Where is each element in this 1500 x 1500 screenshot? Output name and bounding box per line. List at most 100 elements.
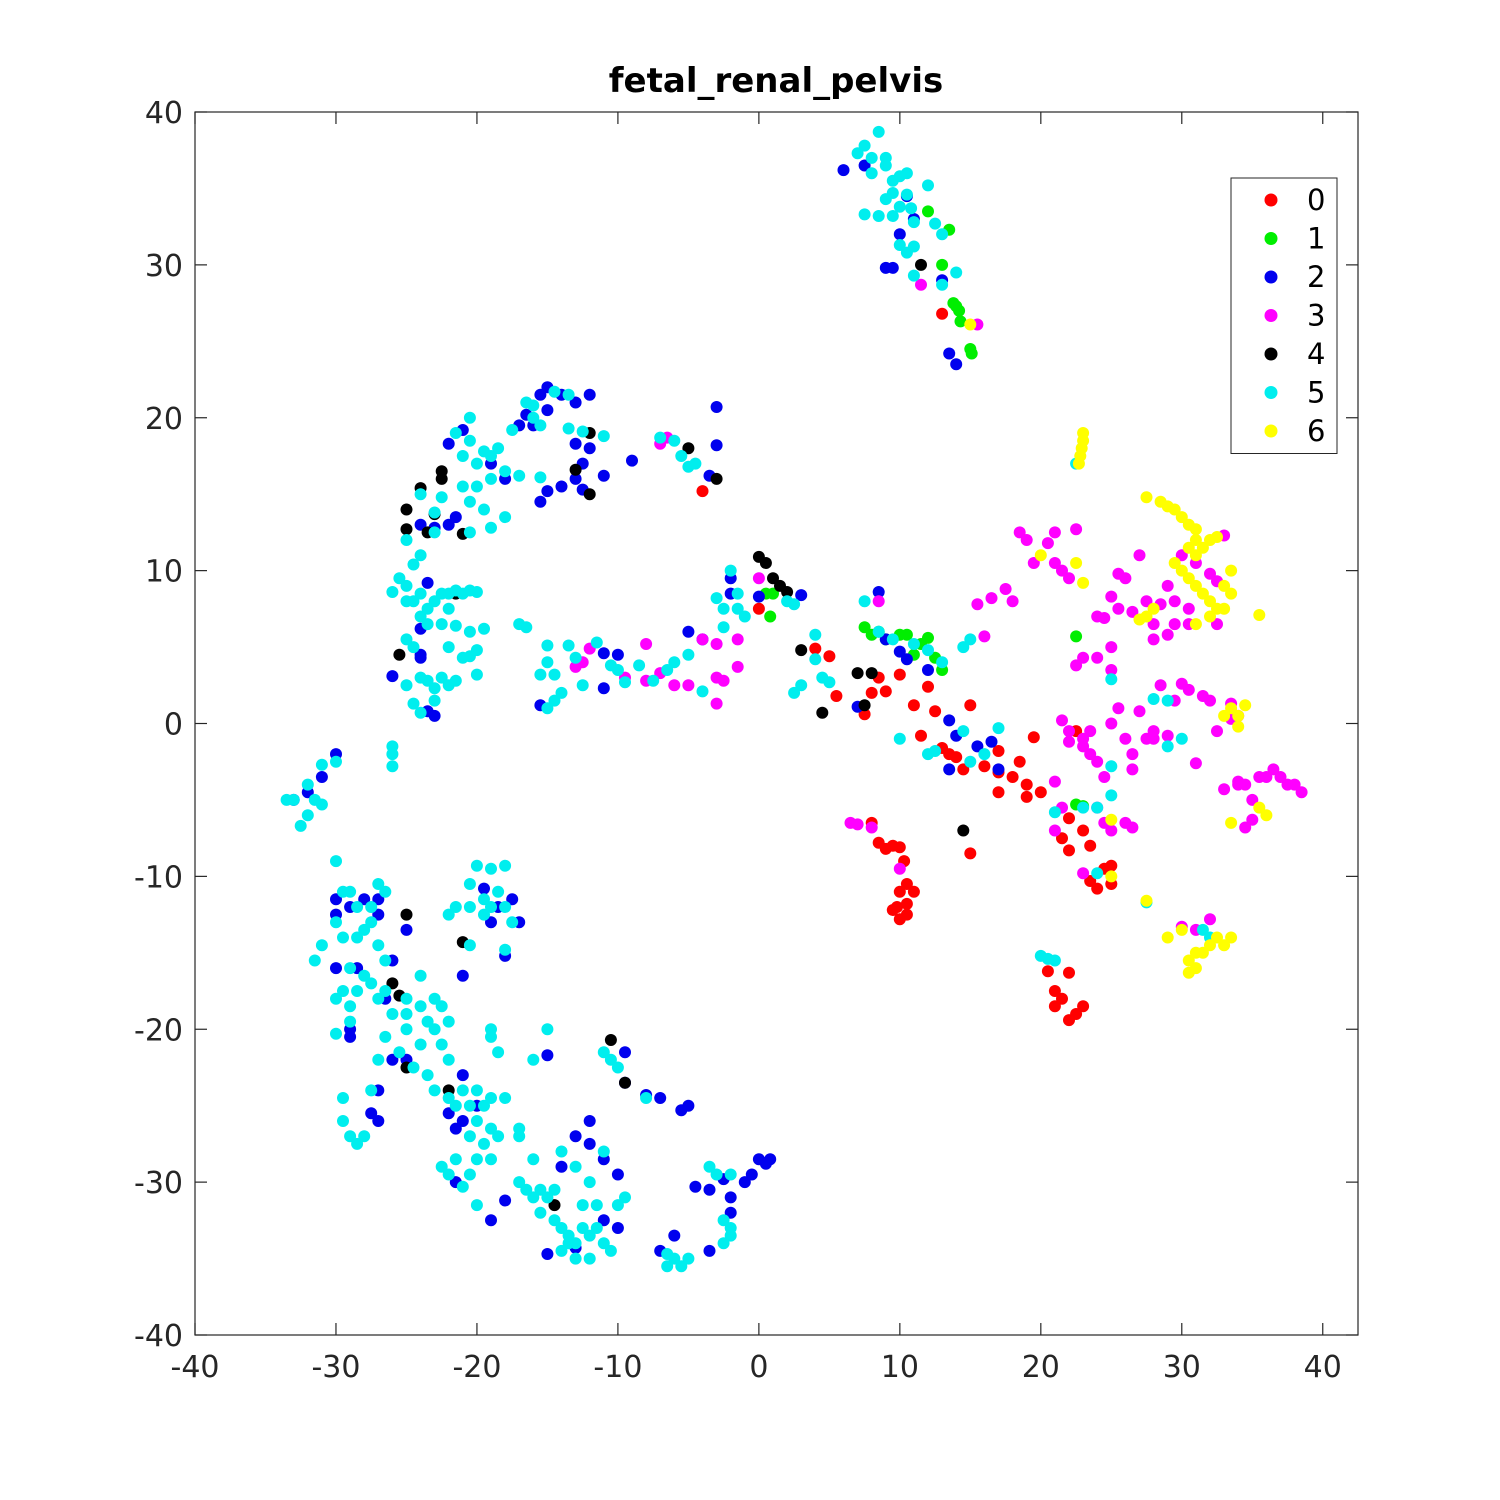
data-point <box>668 1229 681 1242</box>
data-point <box>386 748 399 761</box>
data-point <box>400 1008 413 1020</box>
data-point <box>386 670 399 683</box>
data-point <box>1013 526 1026 539</box>
data-point <box>1077 824 1090 837</box>
data-point <box>400 579 413 592</box>
data-point <box>499 1194 512 1207</box>
data-point <box>365 1084 378 1097</box>
data-point <box>1189 549 1202 562</box>
data-point <box>957 763 970 776</box>
data-point <box>689 457 702 470</box>
data-point <box>442 1107 455 1120</box>
data-point <box>351 985 364 997</box>
data-point <box>668 679 681 692</box>
data-point <box>1182 602 1195 615</box>
data-point <box>1063 735 1075 748</box>
data-point <box>597 1237 610 1250</box>
data-point <box>351 1137 364 1150</box>
data-point <box>1196 946 1209 959</box>
data-point <box>428 595 441 608</box>
data-point <box>851 147 864 160</box>
data-point <box>865 151 878 164</box>
data-point <box>900 167 913 180</box>
data-point <box>1070 630 1083 643</box>
data-point <box>1196 541 1209 554</box>
data-point <box>1020 790 1033 803</box>
data-point <box>442 1168 455 1181</box>
data-point <box>1189 757 1202 770</box>
legend-marker <box>1264 309 1278 322</box>
data-point <box>541 1248 554 1260</box>
data-point <box>795 589 808 602</box>
data-point <box>717 674 730 687</box>
y-tick-label: -10 <box>134 860 183 895</box>
data-point <box>893 862 906 875</box>
data-point <box>499 859 512 872</box>
data-point <box>534 495 547 508</box>
data-point <box>597 1046 610 1059</box>
data-point <box>752 602 765 615</box>
data-point <box>1112 702 1125 715</box>
data-point <box>764 610 777 623</box>
data-point <box>943 714 956 727</box>
data-point <box>541 404 554 417</box>
data-point <box>379 1030 392 1043</box>
data-point <box>548 1214 561 1227</box>
data-point <box>506 893 519 906</box>
data-point <box>400 534 413 546</box>
data-point <box>1218 579 1231 592</box>
data-point <box>865 686 878 699</box>
data-point <box>435 1038 448 1051</box>
data-point <box>414 1038 427 1051</box>
data-point <box>1253 609 1266 621</box>
data-point <box>1147 618 1160 631</box>
data-point <box>1105 664 1118 676</box>
data-point <box>365 977 378 990</box>
data-point <box>372 1115 385 1127</box>
data-point <box>1006 595 1019 608</box>
y-tick-label: 30 <box>145 249 183 284</box>
legend-label: 0 <box>1307 183 1325 217</box>
data-point <box>294 819 307 832</box>
data-point <box>428 1023 441 1036</box>
data-point <box>414 610 427 623</box>
data-point <box>485 472 497 485</box>
data-point <box>1020 778 1033 791</box>
data-point <box>724 1168 737 1181</box>
data-point <box>611 1199 624 1212</box>
data-point <box>301 778 314 791</box>
data-point <box>1077 801 1090 814</box>
data-point <box>280 793 293 806</box>
data-point <box>330 1027 342 1040</box>
data-point <box>428 709 441 722</box>
data-point <box>555 480 568 493</box>
data-point <box>1168 618 1181 631</box>
data-point <box>414 518 427 531</box>
data-point <box>611 1222 624 1234</box>
data-point <box>534 388 547 401</box>
data-point <box>1182 954 1195 967</box>
data-point <box>1048 954 1061 967</box>
data-point <box>1112 602 1125 615</box>
data-point <box>1211 931 1223 944</box>
data-point <box>315 798 328 811</box>
data-point <box>1161 694 1174 707</box>
data-point <box>499 901 512 913</box>
x-tick-label: 0 <box>749 1350 768 1385</box>
data-point <box>900 628 913 641</box>
data-point <box>344 1030 357 1043</box>
data-point <box>590 1222 603 1234</box>
data-point <box>907 638 920 650</box>
data-point <box>456 1069 469 1082</box>
data-point <box>583 488 596 501</box>
data-point <box>555 1145 568 1158</box>
data-point <box>344 962 357 975</box>
data-point <box>597 430 610 443</box>
data-point <box>1020 534 1033 546</box>
legend-label: 4 <box>1307 337 1325 371</box>
data-point <box>915 729 927 742</box>
data-point <box>879 159 892 172</box>
data-point <box>1105 824 1118 837</box>
data-point <box>893 200 906 213</box>
data-point <box>330 992 342 1005</box>
